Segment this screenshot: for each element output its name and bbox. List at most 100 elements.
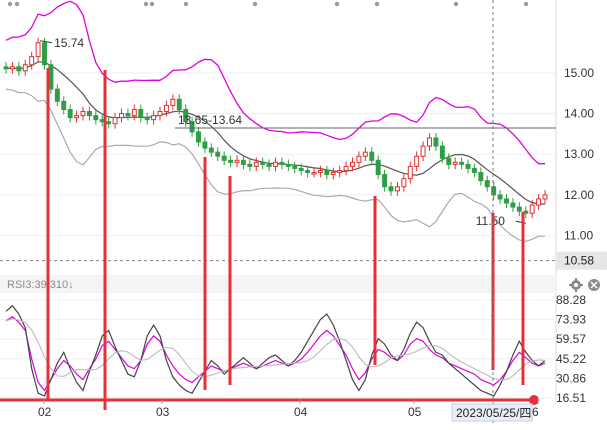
top-markers [7, 1, 529, 7]
rsi-layer [5, 304, 546, 397]
candle [491, 186, 497, 196]
rsi-line-fast [5, 316, 546, 392]
candle [504, 198, 509, 204]
candle [138, 108, 144, 119]
candle [401, 178, 407, 188]
cursor-date-label: 2023/05/25/四 [456, 406, 531, 420]
x-tick-label: 02 [38, 405, 52, 419]
rsi-indicator-label: RSI3:39.310↓ [7, 279, 74, 291]
candle [215, 151, 221, 157]
current-price-label: 10.58 [564, 254, 594, 268]
candle [388, 186, 394, 192]
candle [317, 169, 323, 174]
candle [478, 172, 484, 182]
x-tick-label: 05 [408, 405, 422, 419]
overlay-layer: 13.65-13.64 15.74 11.50 [0, 0, 556, 425]
candle [93, 115, 99, 121]
candle [240, 159, 246, 165]
cursor-date-box [451, 403, 533, 422]
price-tick-label: 15.00 [564, 66, 594, 80]
candle [305, 169, 311, 174]
candle [350, 161, 355, 167]
candle [452, 161, 458, 165]
candle [407, 165, 413, 180]
candle [163, 104, 169, 113]
candle [221, 155, 227, 161]
x-tick-label: 6 [532, 405, 539, 419]
candle [285, 163, 291, 167]
candle [228, 159, 234, 163]
candle [298, 167, 304, 171]
candle [112, 117, 118, 125]
candle [86, 111, 92, 117]
candle [394, 186, 400, 192]
upper-band-line [5, 0, 545, 165]
candle [170, 98, 176, 106]
candle [202, 141, 208, 149]
candle [74, 115, 80, 119]
rsi-tick-label: 30.86 [556, 371, 586, 385]
candle [266, 163, 272, 167]
candle [260, 161, 266, 165]
candle [529, 204, 535, 214]
candle [362, 151, 368, 157]
candle [35, 42, 41, 58]
candle [208, 147, 214, 153]
candle [497, 194, 503, 200]
candle [48, 64, 54, 90]
candle [420, 145, 426, 157]
candle [131, 108, 137, 117]
candle [9, 66, 15, 70]
candle [80, 111, 86, 117]
rsi-tick-label: 59.57 [556, 332, 586, 346]
candle [459, 161, 465, 165]
candle [542, 194, 548, 200]
gear-icon[interactable] [569, 278, 583, 292]
price-tick-label: 13.00 [564, 147, 594, 161]
price-tick-label: 12.00 [564, 188, 594, 202]
candle [125, 113, 131, 117]
candle [253, 161, 259, 167]
close-icon[interactable] [588, 279, 600, 291]
candle [427, 137, 432, 147]
candle [510, 202, 516, 208]
rsi-tick-label: 73.93 [556, 313, 586, 327]
candle [536, 198, 542, 206]
candle [3, 66, 9, 70]
candle [183, 108, 189, 123]
candle [119, 113, 124, 119]
candle [279, 161, 285, 165]
high-arrow [40, 40, 53, 44]
rsi-header-band [0, 275, 556, 293]
candle [446, 157, 452, 165]
rsi-tick-label: 45.22 [556, 352, 586, 366]
candle [484, 180, 490, 188]
price-tick-label: 14.00 [564, 107, 594, 121]
candle [61, 100, 67, 110]
price-layer [3, 0, 548, 243]
lower-band-line [5, 88, 545, 243]
candle [324, 169, 330, 176]
candle [292, 165, 298, 169]
candle [106, 121, 112, 125]
candle [176, 98, 182, 110]
rsi-smoothed-line [5, 318, 546, 381]
candle [22, 64, 28, 72]
candle [42, 42, 47, 66]
x-tick-label: 03 [156, 405, 170, 419]
candle [151, 115, 157, 121]
price-tick-label: 11.00 [564, 229, 593, 243]
candle [247, 163, 253, 167]
candle [414, 155, 420, 167]
low-label: 11.50 [476, 214, 505, 228]
candle [465, 163, 471, 169]
candle [29, 56, 35, 66]
candle [343, 165, 349, 171]
candle [337, 169, 343, 174]
grid-layer [0, 72, 556, 399]
candle [234, 159, 240, 163]
candle [273, 161, 278, 167]
candle [54, 88, 60, 102]
